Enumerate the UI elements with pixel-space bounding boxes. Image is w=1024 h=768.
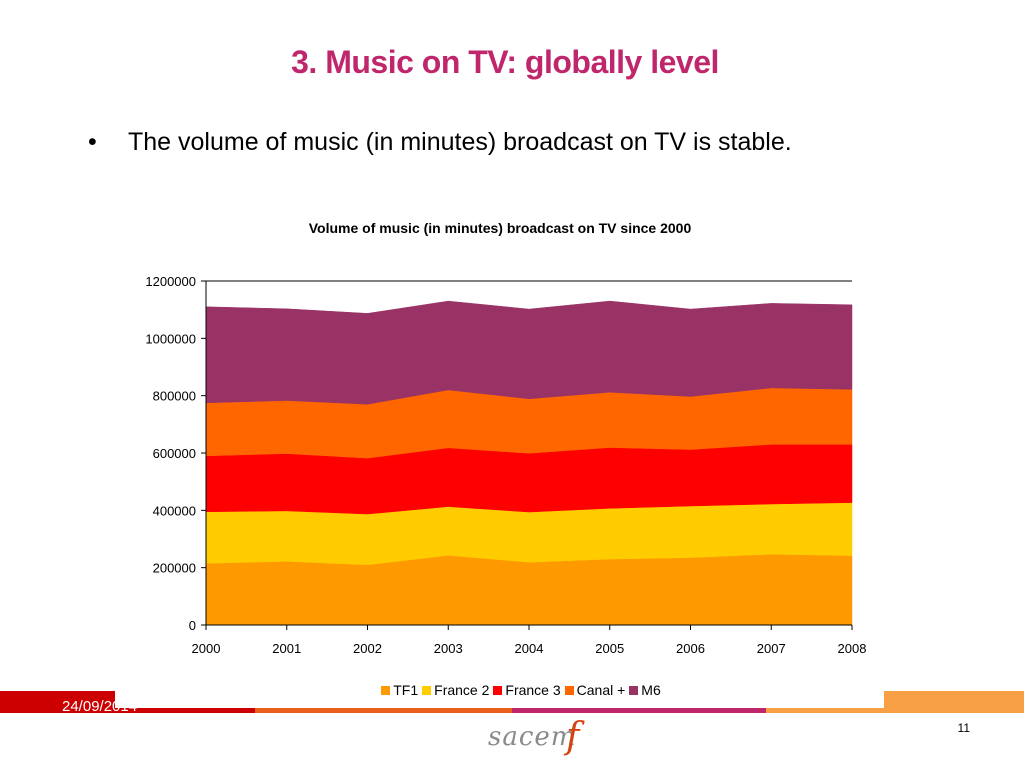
footer-date: 24/09/2014 [62,698,138,715]
footer-bands [0,691,1024,713]
slide-title: 3. Music on TV: globally level [291,44,719,80]
page-number: 11 [957,721,970,735]
y-tick-label: 200000 [153,561,196,576]
legend-label: France 3 [505,682,561,698]
y-tick-label: 0 [189,618,196,633]
legend-item: M6 [629,682,661,698]
footer-band-magenta [512,708,766,713]
y-tick-label: 800000 [153,389,196,404]
chart-areas [205,300,853,626]
area-series-m6 [205,300,853,405]
legend-label: Canal + [576,682,626,698]
bullet-symbol: • [88,128,97,156]
footer-left-block [0,691,115,713]
sacem-logo: sacem [488,722,577,752]
legend-label: TF1 [393,682,419,698]
legend-label: France 2 [434,682,490,698]
legend-label: M6 [641,682,661,698]
footer-band-orange [255,708,512,713]
y-tick-label: 1000000 [145,331,196,346]
x-tick-label: 2004 [515,641,544,656]
x-tick-label: 2003 [434,641,463,656]
x-tick-label: 2000 [192,641,221,656]
legend-item: France 2 [422,682,489,698]
x-tick-label: 2002 [353,641,382,656]
chart-axes: 0 200000 400000 600000 800000 1000000 1200000 2… [145,274,866,656]
y-tick-label: 600000 [153,446,196,461]
area-series-tf1 [205,553,853,626]
x-tick-label: 2006 [676,641,705,656]
legend-swatch [381,686,391,695]
x-tick-label: 2005 [595,641,624,656]
chart-title: Volume of music (in minutes) broadcast o… [308,220,692,236]
sacem-logo-mark: f [566,716,580,757]
chart-legend: TF1 France 2 France 3 Canal + M6 [0,682,1024,698]
bullet-point: • The volume of music (in minutes) broadc… [88,128,792,157]
footer-right-block [884,691,1024,713]
bullet-text: The volume of music (in minutes) broadca… [128,128,792,156]
y-tick-label: 400000 [153,503,196,518]
legend-item: Canal + [564,682,626,698]
legend-swatch [629,686,639,695]
legend-swatch [493,686,503,695]
x-tick-label: 2001 [272,641,301,656]
x-tick-label: 2008 [838,641,867,656]
footer-band-red [0,708,255,713]
legend-swatch [422,686,432,695]
legend-item: France 3 [493,682,561,698]
legend-swatch [564,686,574,695]
area-series-france-3 [205,444,853,515]
legend-item: TF1 [381,682,418,698]
x-tick-label: 2007 [757,641,786,656]
y-tick-label: 1200000 [145,274,196,289]
